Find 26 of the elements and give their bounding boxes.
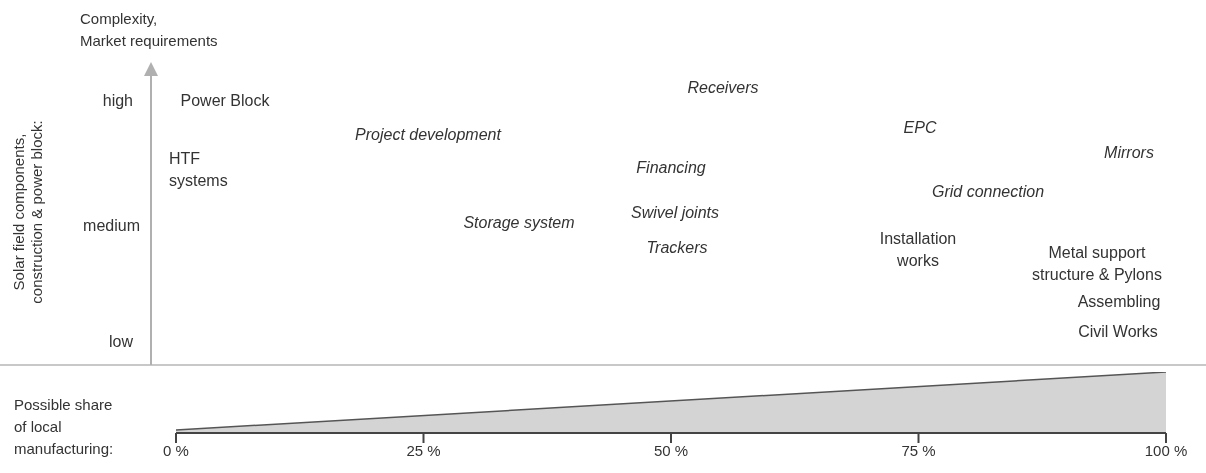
text: Civil Works	[1078, 322, 1158, 342]
text: low	[108, 332, 133, 352]
text: Assembling	[1077, 292, 1161, 312]
x-tick-label: 0 %	[163, 441, 189, 459]
x-tick-label: 50 %	[653, 441, 689, 459]
text: Power Block	[180, 91, 270, 111]
text: Financing	[636, 158, 706, 178]
text: Storage system	[463, 213, 575, 233]
text: Complexity, Market requirements	[80, 9, 218, 51]
text: Mirrors	[1104, 143, 1154, 163]
text: Trackers	[646, 238, 708, 258]
text: Grid connection	[931, 182, 1045, 202]
text: Solar field components, construction & power block:	[10, 120, 46, 304]
text: Metal support structure & Pylons	[1032, 243, 1162, 285]
text: Receivers	[687, 78, 759, 98]
text: medium	[83, 216, 140, 236]
text: Project development	[355, 125, 501, 145]
text: HTF systems	[169, 149, 228, 191]
text: EPC	[903, 118, 937, 138]
x-axis-title: Possible share of local manufacturing:	[14, 395, 114, 459]
text: Installation works	[879, 229, 957, 271]
text: high	[102, 91, 133, 111]
x-tick-label: 100 %	[1144, 441, 1188, 459]
text: Swivel joints	[630, 203, 720, 223]
x-tick-label: 75 %	[901, 441, 936, 459]
x-tick-label: 25 %	[406, 441, 441, 459]
